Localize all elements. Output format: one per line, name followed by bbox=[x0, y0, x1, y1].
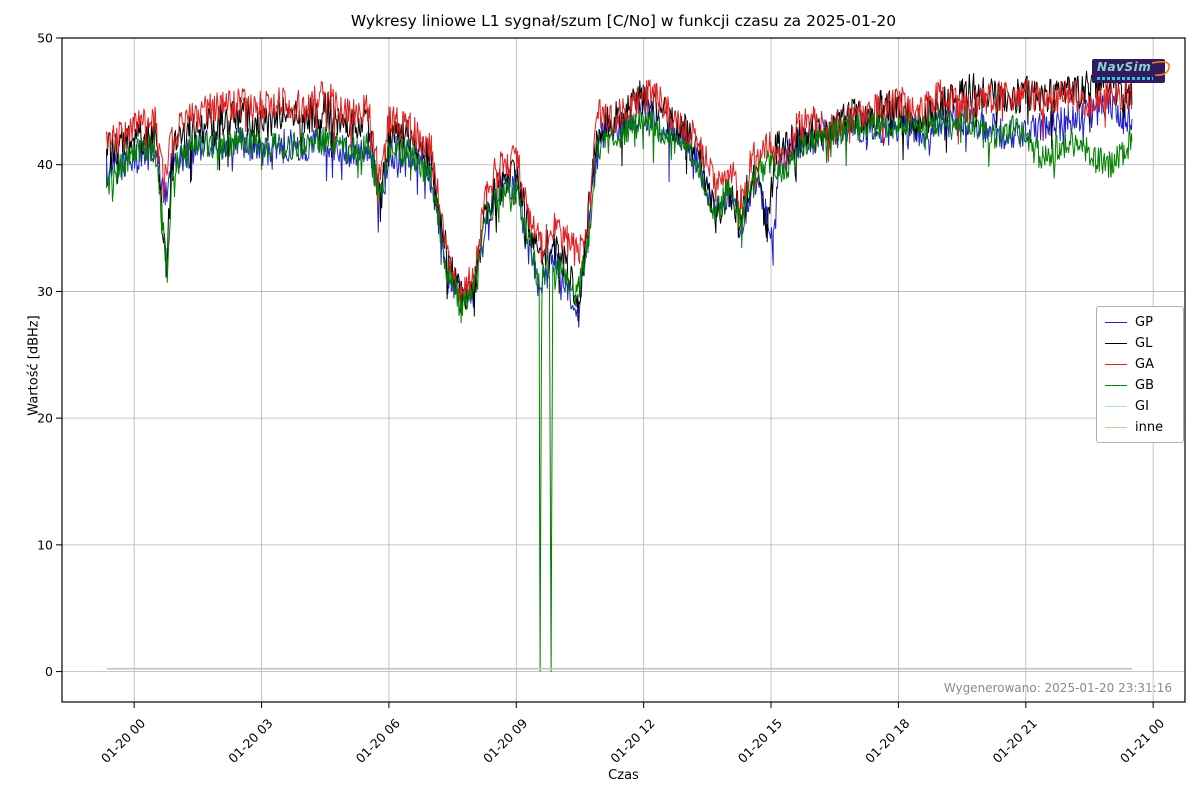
generated-timestamp: Wygenerowano: 2025-01-20 23:31:16 bbox=[943, 681, 1172, 695]
plot-border bbox=[61, 37, 1186, 703]
x-tick-label: 01-20 03 bbox=[225, 716, 275, 766]
legend-label-GL: GL bbox=[1135, 336, 1153, 351]
legend-item-GL: GL bbox=[1105, 333, 1175, 354]
y-tick-label: 50 bbox=[37, 31, 53, 46]
y-axis-label: Wartość [dBHz] bbox=[26, 315, 42, 416]
legend-swatch-inne bbox=[1105, 427, 1127, 428]
watermark-swoosh-icon bbox=[1151, 61, 1170, 76]
legend-label-GB: GB bbox=[1135, 378, 1154, 393]
x-tick-label: 01-21 00 bbox=[1117, 715, 1167, 765]
legend-item-inne: inne bbox=[1105, 417, 1175, 438]
legend-label-GI: GI bbox=[1135, 399, 1149, 414]
legend-swatch-GB bbox=[1105, 385, 1127, 386]
x-tick-label: 01-20 09 bbox=[480, 715, 530, 765]
x-tick-label: 01-20 00 bbox=[98, 715, 148, 765]
x-tick-label: 01-20 21 bbox=[990, 716, 1040, 766]
y-tick-label: 30 bbox=[37, 284, 53, 299]
watermark-subtext-strip bbox=[1097, 77, 1153, 80]
navsim-watermark: NavSim bbox=[1092, 59, 1170, 83]
legend-item-GB: GB bbox=[1105, 375, 1175, 396]
legend-swatch-GI bbox=[1105, 406, 1127, 407]
watermark-text: NavSim bbox=[1097, 60, 1152, 74]
legend-swatch-GP bbox=[1105, 322, 1127, 323]
y-tick-label: 20 bbox=[37, 411, 53, 426]
legend-item-GI: GI bbox=[1105, 396, 1175, 417]
y-tick-label: 10 bbox=[37, 537, 53, 552]
x-tick-label: 01-20 18 bbox=[862, 715, 912, 765]
legend-swatch-GA bbox=[1105, 364, 1127, 365]
legend-swatch-GL bbox=[1105, 343, 1127, 344]
y-tick-label: 40 bbox=[37, 157, 53, 172]
legend-item-GP: GP bbox=[1105, 312, 1175, 333]
series-line-GA bbox=[106, 78, 1133, 305]
legend-label-inne: inne bbox=[1135, 420, 1164, 435]
legend: GP GL GA GB GI inne bbox=[1096, 306, 1184, 443]
x-axis-label: Czas bbox=[608, 768, 639, 783]
legend-item-GA: GA bbox=[1105, 354, 1175, 375]
legend-label-GA: GA bbox=[1135, 357, 1154, 372]
chart-title: Wykresy liniowe L1 sygnał/szum [C/No] w … bbox=[350, 12, 897, 30]
x-tick-label: 01-20 15 bbox=[735, 716, 785, 766]
legend-label-GP: GP bbox=[1135, 315, 1153, 330]
series-line-GP bbox=[106, 91, 1133, 328]
x-tick-label: 01-20 06 bbox=[353, 715, 403, 765]
series-line-GB bbox=[106, 106, 1133, 672]
x-tick-label: 01-20 12 bbox=[607, 716, 657, 766]
y-tick-label: 0 bbox=[45, 664, 53, 679]
